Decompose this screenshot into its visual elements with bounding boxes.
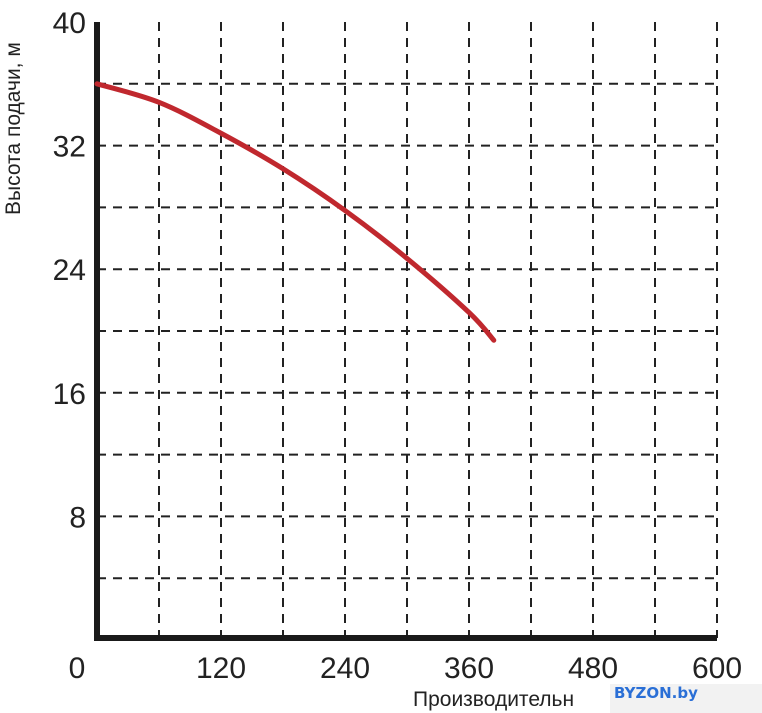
- y-tick-label: 8: [69, 501, 86, 534]
- tick-labels: 0 120 240 360 480 600 8 16 24 32 40: [53, 7, 742, 685]
- x-tick-label: 600: [692, 652, 742, 685]
- watermark-blur: [610, 684, 762, 713]
- x-tick-label: 0: [69, 652, 86, 685]
- watermark: BYZON.by: [614, 684, 698, 702]
- x-tick-label: 480: [568, 652, 618, 685]
- series: [94, 81, 497, 343]
- x-tick-label: 120: [196, 652, 246, 685]
- y-tick-label: 16: [53, 378, 86, 411]
- series-line: [94, 81, 497, 343]
- y-axis-label: Высота подачи, м: [2, 42, 25, 215]
- x-axis-label: Производительн: [413, 688, 574, 711]
- y-tick-label: 24: [53, 254, 86, 287]
- y-tick-label: 32: [53, 131, 86, 164]
- grid: [97, 22, 718, 638]
- y-tick-label: 40: [53, 7, 86, 40]
- x-tick-label: 360: [444, 652, 494, 685]
- axes: [94, 22, 717, 641]
- x-tick-label: 240: [320, 652, 370, 685]
